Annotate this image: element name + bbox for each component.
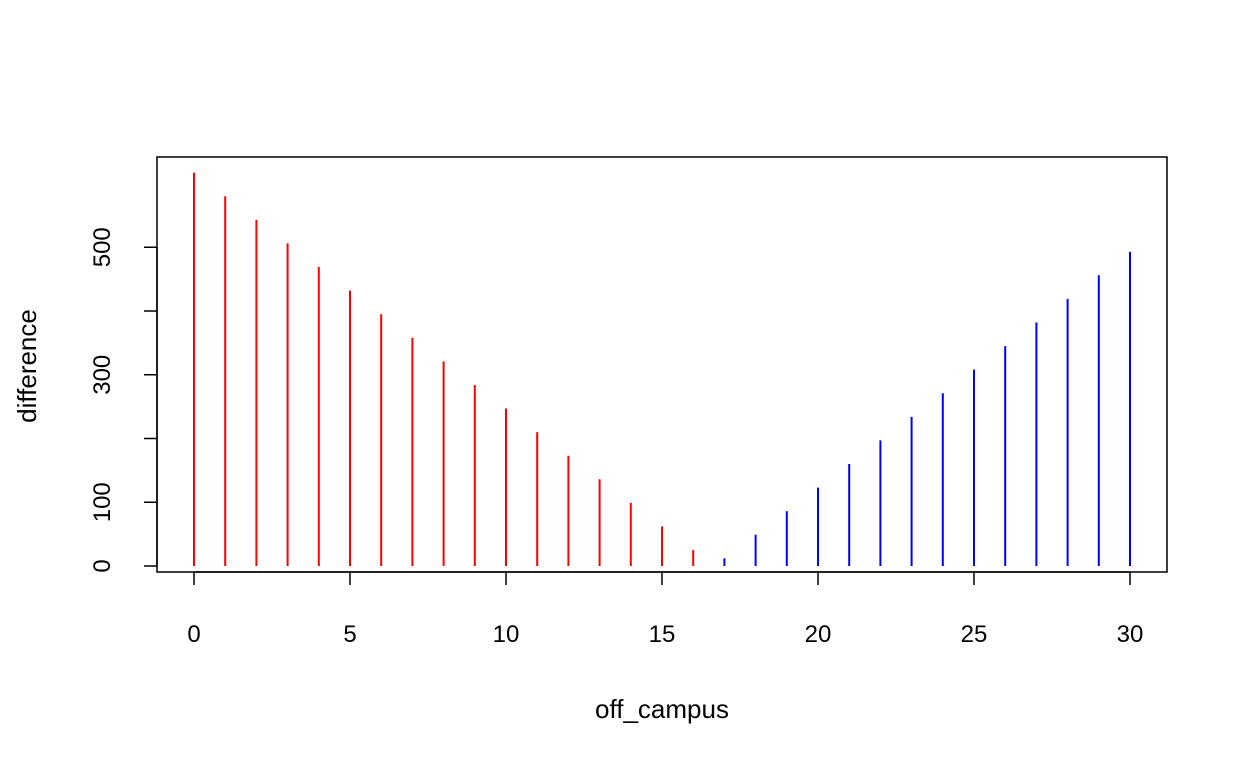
bars-group [193, 172, 1131, 566]
y-tick-label-100: 100 [89, 482, 116, 522]
x-tick-label-5: 5 [343, 621, 356, 648]
y-axis-label: difference [12, 309, 42, 423]
x-axis: 0 5 10 15 20 25 30 [187, 571, 1144, 648]
y-tick-label-300: 300 [89, 355, 116, 395]
x-tick-label-0: 0 [187, 621, 200, 648]
x-axis-label: off_campus [595, 694, 729, 724]
x-tick-label-10: 10 [493, 621, 520, 648]
y-tick-label-500: 500 [89, 227, 116, 267]
x-tick-label-20: 20 [805, 621, 832, 648]
x-tick-label-15: 15 [649, 621, 676, 648]
x-tick-label-30: 30 [1117, 621, 1144, 648]
x-tick-label-25: 25 [961, 621, 988, 648]
plot-frame [156, 156, 1168, 573]
y-tick-label-0: 0 [89, 559, 116, 572]
y-axis: 0 100 300 500 [89, 227, 158, 573]
